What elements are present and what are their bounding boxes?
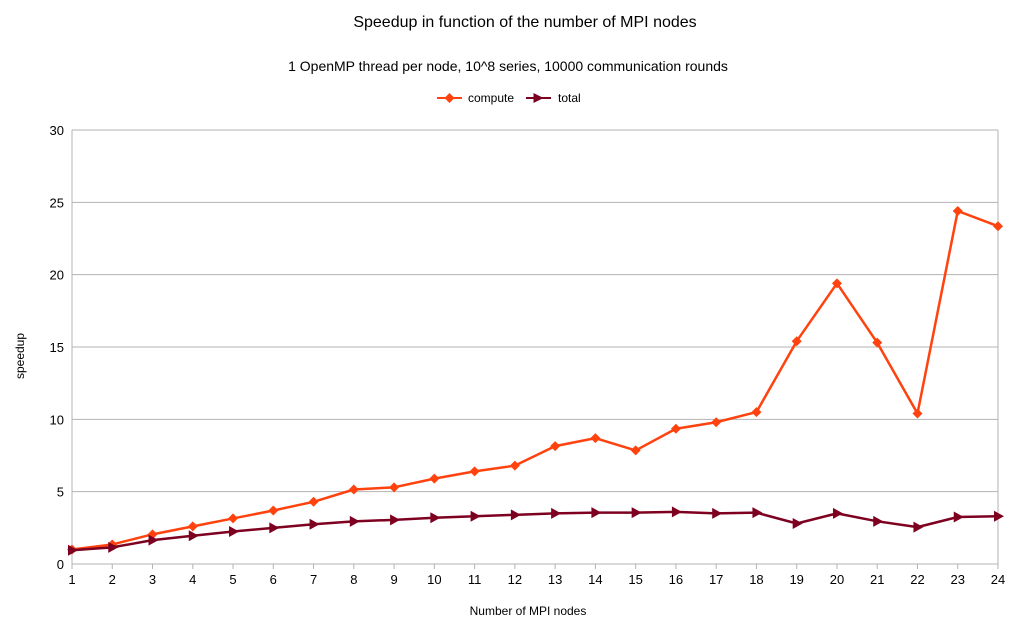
data-point-total: [108, 541, 119, 553]
data-point-compute: [469, 466, 480, 477]
x-tick-label: 22: [910, 572, 924, 587]
y-tick-label: 15: [50, 340, 64, 355]
data-point-compute: [550, 441, 561, 452]
data-point-total: [792, 517, 803, 529]
x-tick-label: 24: [991, 572, 1005, 587]
legend-label-total: total: [558, 91, 581, 105]
legend-marker-compute: [444, 93, 455, 103]
data-point-total: [188, 530, 199, 542]
data-point-compute: [348, 484, 359, 495]
data-point-compute: [831, 278, 842, 289]
x-tick-label: 7: [310, 572, 317, 587]
series-line-compute: [71, 209, 999, 551]
data-point-compute: [509, 460, 520, 471]
data-point-compute: [952, 206, 963, 217]
data-point-total: [148, 534, 159, 546]
y-tick-label: 0: [57, 557, 64, 572]
data-point-total: [309, 518, 320, 530]
legend-item-total: total: [526, 91, 581, 105]
data-point-compute: [187, 521, 198, 532]
x-tick-label: 21: [870, 572, 884, 587]
data-point-total: [390, 514, 401, 526]
legend-marker-total: [533, 93, 544, 103]
x-tick-label: 3: [149, 572, 156, 587]
data-point-compute: [993, 221, 1003, 232]
data-point-total: [68, 544, 78, 556]
legend: compute total: [437, 91, 581, 105]
data-point-total: [229, 525, 240, 537]
data-point-total: [671, 506, 682, 518]
data-point-total: [591, 507, 602, 519]
data-point-compute: [872, 337, 883, 348]
y-tick-label: 25: [50, 195, 64, 210]
y-tick-label: 20: [50, 268, 64, 283]
x-tick-label: 2: [109, 572, 116, 587]
data-point-total: [913, 521, 924, 533]
plot-area: 1 2 3 4 5 6 7 8 9 10 11 12 13 14 15 16 17 18 19 20 21 22 23 240…: [50, 123, 1006, 587]
y-tick-label: 30: [50, 123, 64, 138]
data-point-compute: [590, 433, 601, 444]
data-point-compute: [912, 408, 923, 419]
data-point-total: [873, 515, 884, 527]
chart-subtitle: 1 OpenMP thread per node, 10^8 series, 1…: [288, 58, 728, 74]
series-line-total: [71, 510, 999, 552]
data-point-total: [470, 510, 481, 522]
x-tick-label: 16: [669, 572, 683, 587]
x-tick-label: 17: [709, 572, 723, 587]
data-point-compute: [308, 496, 319, 507]
data-point-total: [510, 509, 521, 521]
data-point-total: [832, 507, 843, 519]
data-point-compute: [791, 336, 802, 347]
legend-item-compute: compute: [437, 91, 514, 105]
data-point-compute: [268, 505, 279, 516]
data-point-total: [994, 510, 1004, 522]
x-tick-label: 14: [588, 572, 602, 587]
x-tick-label: 13: [548, 572, 562, 587]
x-tick-label: 23: [951, 572, 965, 587]
x-tick-label: 12: [508, 572, 522, 587]
x-tick-label: 5: [229, 572, 236, 587]
y-tick-label: 5: [57, 485, 64, 500]
x-tick-label: 11: [468, 572, 482, 587]
data-point-compute: [228, 513, 239, 524]
data-point-total: [631, 507, 642, 519]
data-point-compute: [751, 407, 762, 418]
data-point-total: [752, 507, 763, 519]
x-tick-label: 4: [189, 572, 196, 587]
x-tick-label: 1: [68, 572, 75, 587]
x-tick-label: 6: [270, 572, 277, 587]
data-point-total: [551, 507, 562, 519]
x-tick-label: 10: [427, 572, 441, 587]
x-tick-label: 15: [628, 572, 642, 587]
data-point-compute: [670, 423, 681, 434]
data-point-total: [349, 515, 360, 527]
chart-title: Speedup in function of the number of MPI…: [353, 14, 696, 31]
data-point-total: [712, 507, 723, 519]
data-point-compute: [711, 417, 722, 428]
y-axis-label: speedup: [13, 333, 27, 379]
data-point-compute: [389, 482, 400, 493]
data-point-total: [269, 522, 280, 534]
legend-label-compute: compute: [468, 91, 514, 105]
x-tick-label: 8: [350, 572, 357, 587]
y-tick-label: 10: [50, 412, 64, 427]
data-point-total: [953, 511, 964, 523]
x-tick-label: 19: [789, 572, 803, 587]
x-tick-label: 18: [749, 572, 763, 587]
data-point-total: [430, 512, 441, 524]
x-tick-label: 9: [390, 572, 397, 587]
data-point-compute: [630, 445, 641, 456]
data-point-compute: [429, 473, 440, 484]
x-axis-label: Number of MPI nodes: [470, 604, 587, 618]
x-tick-label: 20: [830, 572, 844, 587]
